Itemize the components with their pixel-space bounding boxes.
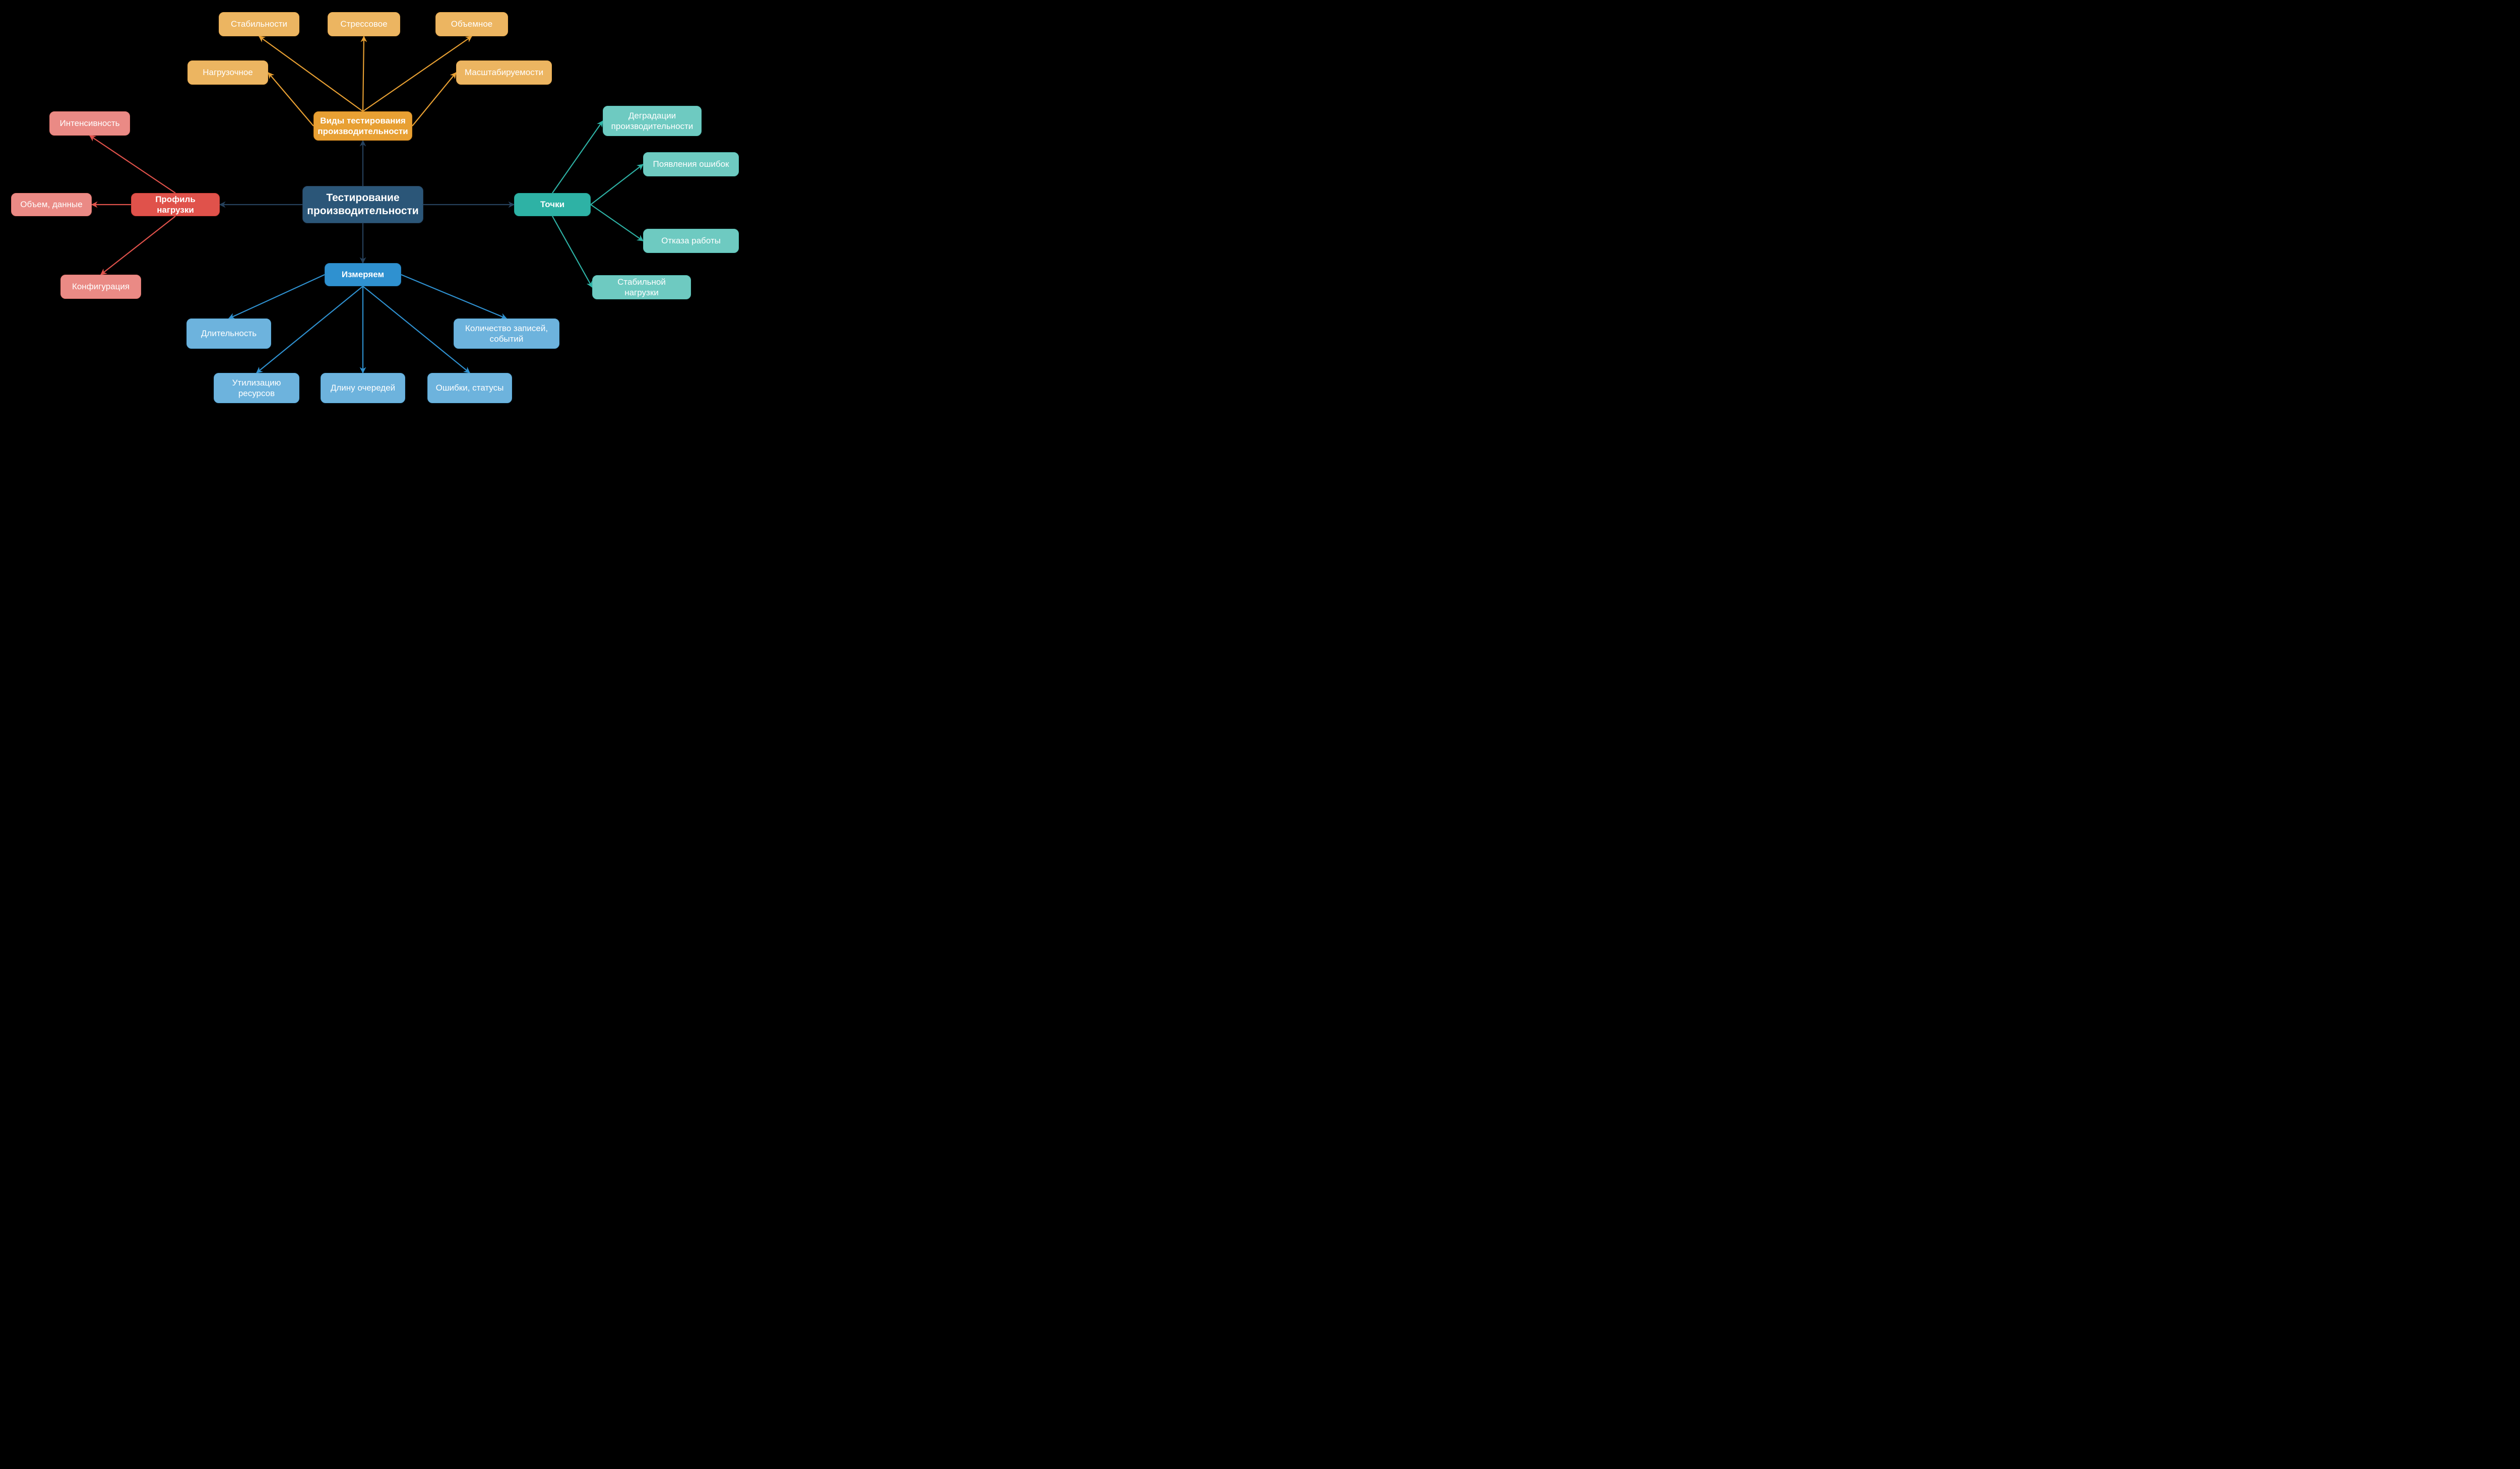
- node-label-blue_hub: Измеряем: [342, 269, 384, 280]
- mindmap-stage: Тестирование производительности Виды тест…: [0, 0, 756, 414]
- node-o2: Стрессовое: [328, 12, 400, 36]
- node-orange_hub: Виды тестирования производительности: [313, 111, 412, 141]
- node-label-b1: Длительность: [201, 328, 257, 339]
- node-root: Тестирование производительности: [302, 186, 423, 223]
- node-t3: Отказа работы: [643, 229, 739, 253]
- node-label-b5: Ошибки, статусы: [436, 382, 504, 393]
- node-t1: Деградации производительности: [603, 106, 702, 136]
- edge-red_hub-r3: [101, 216, 175, 275]
- node-label-b2: Количество записей, событий: [461, 323, 552, 345]
- edge-orange_hub-o2: [363, 36, 364, 111]
- node-label-r1: Интенсивность: [59, 118, 119, 129]
- node-label-r2: Объем, данные: [20, 199, 82, 210]
- node-o4: Нагрузочное: [187, 60, 268, 85]
- edge-blue_hub-b2: [401, 275, 507, 318]
- node-b4: Длину очередей: [321, 373, 405, 403]
- node-o5: Масштабируемости: [456, 60, 552, 85]
- node-blue_hub: Измеряем: [325, 263, 401, 286]
- edge-teal_hub-t3: [591, 205, 643, 241]
- node-b3: Утилизацию ресурсов: [214, 373, 299, 403]
- node-label-b3: Утилизацию ресурсов: [221, 377, 292, 399]
- node-teal_hub: Точки: [514, 193, 591, 216]
- node-label-t3: Отказа работы: [661, 235, 721, 246]
- node-b2: Количество записей, событий: [454, 318, 559, 349]
- node-label-red_hub: Профиль нагрузки: [139, 194, 212, 216]
- node-label-o5: Масштабируемости: [465, 67, 543, 78]
- node-label-t2: Появления ошибок: [653, 159, 729, 169]
- node-label-r3: Конфигурация: [72, 281, 130, 292]
- edge-orange_hub-o3: [363, 36, 472, 111]
- node-label-o3: Объемное: [451, 19, 492, 29]
- node-r3: Конфигурация: [60, 275, 141, 299]
- node-b1: Длительность: [186, 318, 271, 349]
- node-label-root: Тестирование производительности: [307, 191, 418, 218]
- node-label-o4: Нагрузочное: [203, 67, 253, 78]
- node-red_hub: Профиль нагрузки: [131, 193, 220, 216]
- node-label-teal_hub: Точки: [540, 199, 564, 210]
- node-label-t1: Деградации производительности: [610, 110, 694, 132]
- edge-teal_hub-t4: [552, 216, 592, 287]
- edge-teal_hub-t2: [591, 164, 643, 205]
- edge-teal_hub-t1: [552, 121, 603, 193]
- node-label-o1: Стабильности: [231, 19, 287, 29]
- node-b5: Ошибки, статусы: [427, 373, 512, 403]
- edge-blue_hub-b3: [257, 286, 363, 373]
- edge-red_hub-r1: [90, 136, 175, 193]
- node-label-t4: Стабильной нагрузки: [600, 277, 683, 298]
- edge-orange_hub-o1: [259, 36, 363, 111]
- node-r1: Интенсивность: [49, 111, 130, 136]
- node-label-b4: Длину очередей: [331, 382, 395, 393]
- edge-blue_hub-b1: [229, 275, 325, 318]
- node-label-orange_hub: Виды тестирования производительности: [318, 115, 408, 137]
- node-t2: Появления ошибок: [643, 152, 739, 176]
- edge-orange_hub-o4: [268, 73, 313, 126]
- edge-orange_hub-o5: [412, 73, 456, 126]
- node-label-o2: Стрессовое: [340, 19, 387, 29]
- node-r2: Объем, данные: [11, 193, 92, 216]
- node-t4: Стабильной нагрузки: [592, 275, 691, 299]
- node-o1: Стабильности: [219, 12, 299, 36]
- node-o3: Объемное: [435, 12, 508, 36]
